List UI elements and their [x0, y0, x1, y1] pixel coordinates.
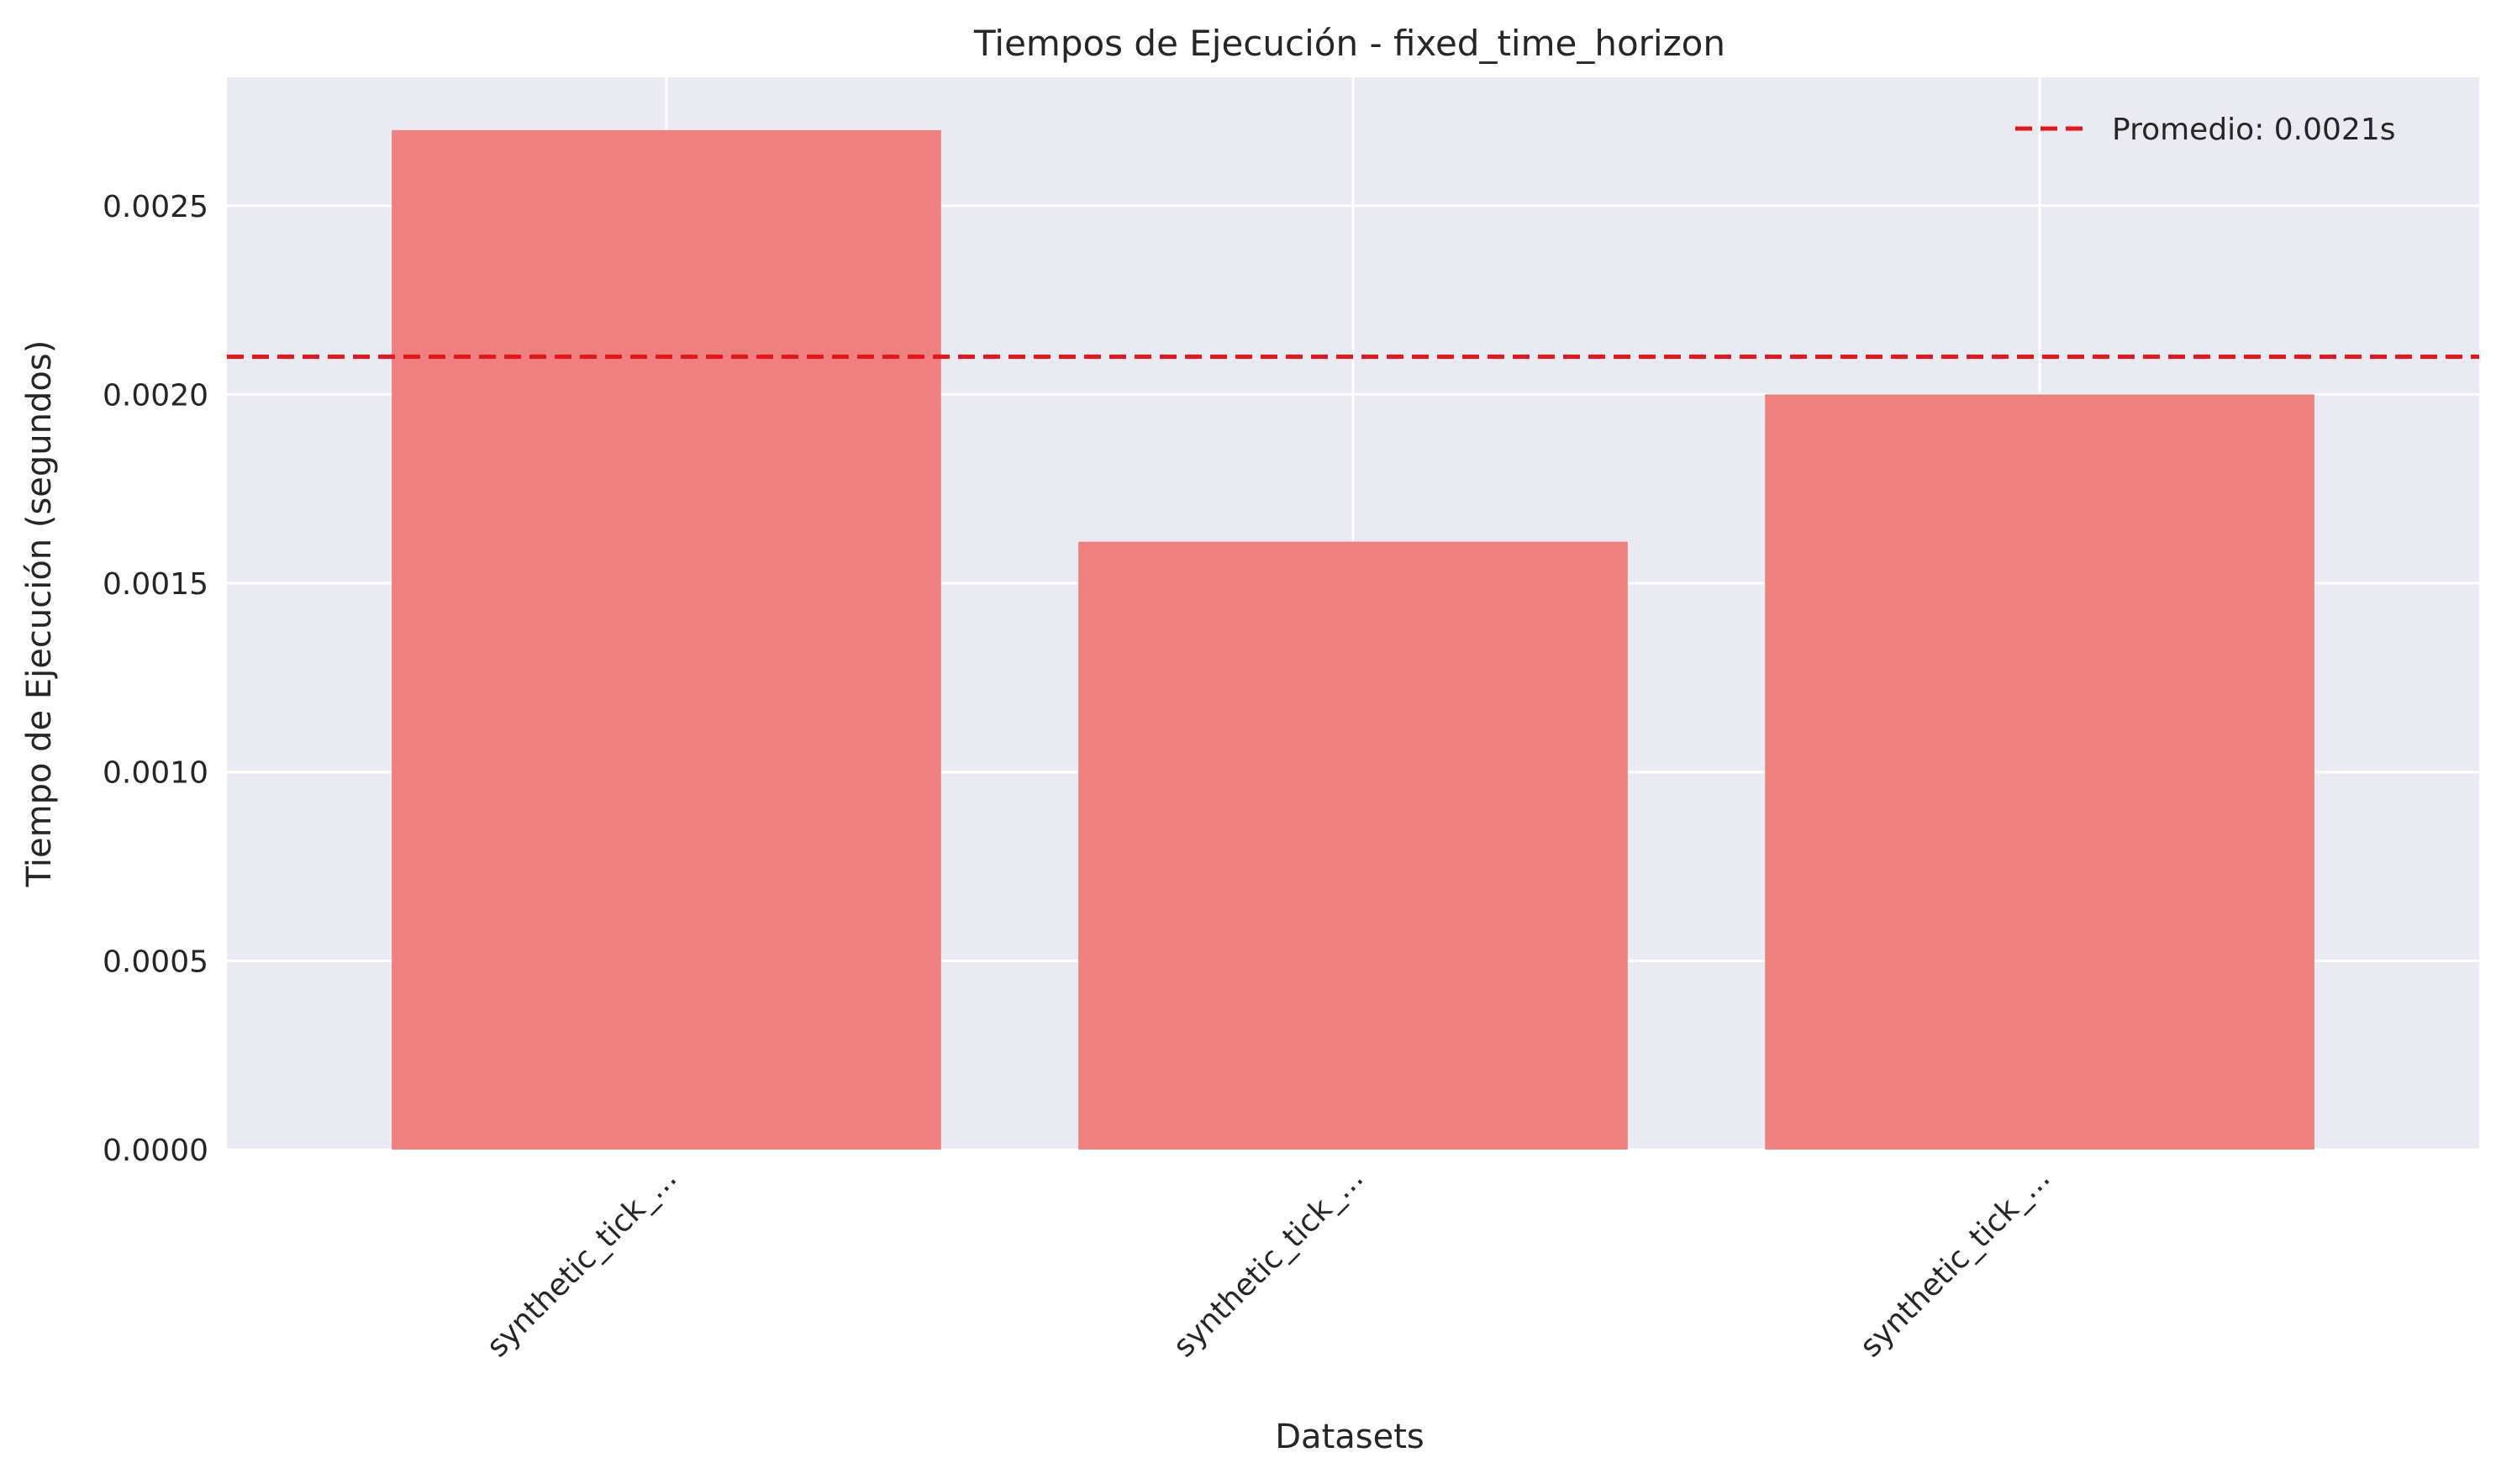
x-axis-label: Datasets [1275, 1418, 1424, 1456]
bar [1765, 394, 2314, 1150]
y-tick-label: 0.0000 [103, 1134, 208, 1168]
legend: Promedio: 0.0021s [2015, 113, 2396, 147]
bar [1078, 541, 1628, 1150]
x-tick-label: synthetic_tick_... [1854, 1160, 2057, 1364]
y-axis-ticks: 0.0000 0.0005 0.0010 0.0015 0.0020 0.0025 [103, 190, 208, 1168]
legend-average-label: Promedio: 0.0021s [2112, 113, 2396, 147]
y-tick-label: 0.0025 [103, 190, 208, 224]
bars [392, 129, 2314, 1150]
y-axis-label: Tiempo de Ejecución (segundos) [20, 340, 59, 888]
bar [392, 129, 941, 1150]
y-tick-label: 0.0010 [103, 756, 208, 791]
y-tick-label: 0.0020 [103, 378, 208, 413]
chart-title: Tiempos de Ejecución - fixed_time_horizo… [973, 23, 1725, 64]
x-tick-label: synthetic_tick_... [1167, 1160, 1371, 1364]
y-tick-label: 0.0015 [103, 567, 208, 602]
x-axis-ticks: synthetic_tick_... synthetic_tick_... synt… [480, 1160, 2056, 1364]
x-tick-label: synthetic_tick_... [480, 1160, 683, 1364]
y-tick-label: 0.0005 [103, 945, 208, 979]
